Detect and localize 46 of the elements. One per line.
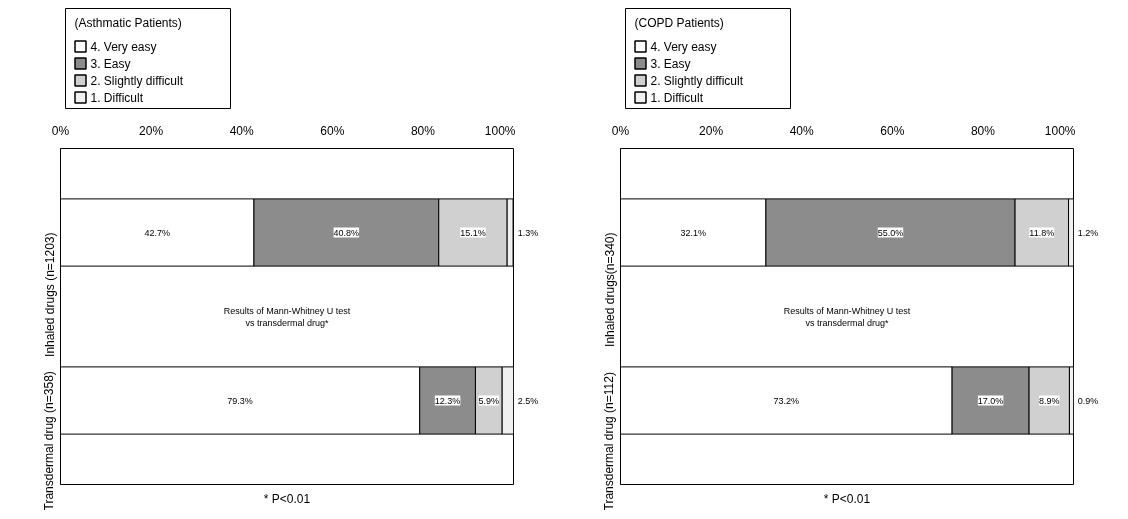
y-tick-label: Inhaled drugs (n=1203)	[42, 232, 57, 357]
data-label: 1.2%	[1077, 227, 1099, 238]
data-label: 0.9%	[1077, 395, 1099, 406]
legend-title: (COPD Patients)	[634, 15, 724, 30]
data-label: 40.8%	[333, 227, 360, 238]
legend-label: 3. Easy	[90, 56, 131, 71]
annotation: Results of Mann-Whitney U test vs transdermal drug*	[783, 305, 911, 328]
legend-title: (Asthmatic Patients)	[74, 15, 182, 30]
annotation: Results of Mann-Whitney U test vs transdermal drug*	[223, 305, 351, 328]
data-label: 79.3%	[227, 395, 253, 406]
data-label: 5.9%	[478, 395, 500, 406]
data-label: 2.5%	[517, 395, 539, 406]
x-tick-label: 100%	[1044, 123, 1076, 138]
x-tick-label: 0%	[611, 123, 630, 138]
legend-label: 1. Difficult	[90, 90, 144, 105]
data-label: 11.8%	[1029, 227, 1055, 238]
legend-label: 3. Easy	[650, 56, 691, 71]
x-tick-label: 60%	[320, 123, 345, 138]
data-label: 32.1%	[680, 227, 706, 238]
text: * P<0.01	[263, 491, 311, 506]
y-tick-label: Inhaled drugs(n=340)	[602, 232, 617, 347]
x-tick-label: 100%	[484, 123, 516, 138]
y-tick-label: Transdermal drug (n=358)	[42, 371, 57, 511]
x-tick-label: 20%	[699, 123, 724, 138]
data-label: 8.9%	[1039, 395, 1060, 406]
legend-label: 4. Very easy	[90, 39, 157, 54]
x-tick-label: 60%	[880, 123, 905, 138]
data-label: 15.1%	[460, 227, 486, 238]
data-label: 1.3%	[517, 227, 539, 238]
y-tick-label: Transdermal drug (n=112)	[602, 372, 617, 511]
x-tick-label: 20%	[139, 123, 164, 138]
x-tick-label: 80%	[410, 123, 436, 138]
data-label: 12.3%	[434, 395, 461, 406]
data-label: 55.0%	[877, 227, 904, 238]
data-label: 42.7%	[144, 227, 170, 238]
legend-label: 4. Very easy	[650, 39, 717, 54]
x-tick-label: 40%	[789, 123, 815, 138]
x-tick-label: 40%	[229, 123, 255, 138]
legend-label: 2. Slightly difficult	[650, 73, 744, 88]
legend-label: 1. Difficult	[650, 90, 704, 105]
legend-label: 2. Slightly difficult	[90, 73, 184, 88]
data-label: 73.2%	[773, 395, 800, 406]
x-tick-label: 0%	[51, 123, 70, 138]
data-label: 17.0%	[977, 395, 1004, 406]
text: * P<0.01	[823, 491, 871, 506]
x-tick-label: 80%	[970, 123, 996, 138]
